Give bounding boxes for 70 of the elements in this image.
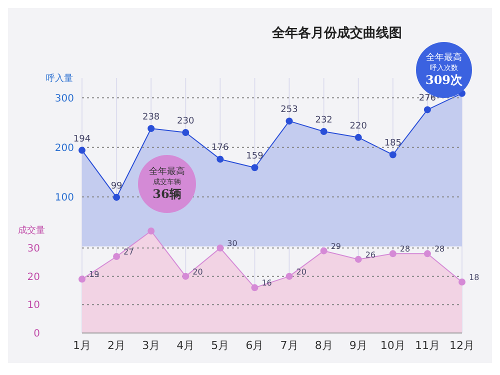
- y2-tick-label: 20: [27, 272, 40, 283]
- chart-title: 全年各月份成交曲线图: [272, 24, 402, 42]
- point: [424, 250, 431, 258]
- x-tick-label: 6月: [246, 338, 264, 352]
- y2-tick-label: 0: [34, 328, 40, 340]
- point: [320, 128, 328, 135]
- x-tick-label: 7月: [280, 338, 298, 352]
- y2-tick-label: 30: [27, 244, 40, 255]
- x-tick-label: 4月: [176, 338, 195, 352]
- data-label: 185: [384, 138, 402, 149]
- data-label: 20: [296, 267, 306, 276]
- point: [182, 128, 190, 136]
- x-tick-label: 10月: [380, 338, 406, 352]
- point: [354, 256, 362, 263]
- data-label: 220: [350, 121, 368, 132]
- x-tick-label: 2月: [108, 338, 126, 352]
- data-label: 238: [142, 112, 160, 123]
- point: [320, 247, 328, 254]
- point: [113, 253, 120, 260]
- data-label: 232: [315, 115, 332, 126]
- y2-axis-title: 成交量: [18, 224, 45, 237]
- data-label: 230: [177, 116, 194, 126]
- x-tick-label: 9月: [349, 338, 368, 352]
- annotation: 309次: [425, 72, 463, 88]
- point: [286, 118, 293, 125]
- x-tick-label: 12月: [450, 338, 474, 352]
- data-label: 99: [110, 181, 123, 192]
- data-label: 18: [469, 273, 480, 282]
- point: [251, 164, 258, 172]
- point: [354, 134, 362, 141]
- point: [389, 250, 396, 258]
- data-label: 253: [280, 105, 298, 116]
- annotation: 36辆: [152, 186, 182, 202]
- point: [424, 106, 431, 114]
- y-tick-label: 300: [54, 93, 74, 104]
- data-label: 194: [73, 134, 91, 144]
- point: [113, 194, 120, 201]
- point: [148, 228, 155, 234]
- y-tick-label: 200: [54, 142, 74, 154]
- data-label: 28: [400, 244, 410, 254]
- data-label: 29: [330, 242, 342, 251]
- data-label: 27: [124, 248, 134, 256]
- x-tick-label: 11月: [414, 338, 440, 352]
- x-tick-label: 8月: [314, 338, 333, 352]
- point: [458, 278, 466, 286]
- y2-tick-label: 10: [27, 300, 40, 312]
- point: [389, 151, 396, 158]
- point: [78, 276, 86, 283]
- point: [78, 146, 86, 154]
- y-tick-label: 100: [54, 192, 74, 204]
- y-axis-title: 呼入量: [46, 72, 73, 85]
- point: [148, 125, 155, 132]
- data-label: 19: [89, 270, 100, 280]
- x-tick-label: 1月: [73, 338, 91, 352]
- point: [216, 244, 224, 252]
- point: [182, 272, 190, 280]
- data-label: 30: [227, 239, 238, 248]
- x-tick-label: 5月: [211, 338, 230, 352]
- annotation: 全年最高: [149, 166, 185, 178]
- data-label: 20: [192, 267, 203, 276]
- x-tick-label: 3月: [142, 338, 160, 352]
- data-label: 26: [365, 250, 376, 260]
- data-label: 176: [212, 143, 230, 154]
- data-label: 159: [246, 152, 264, 162]
- data-label: 16: [262, 278, 272, 288]
- data-label: 28: [434, 244, 445, 254]
- point: [286, 272, 293, 280]
- point: [251, 284, 258, 292]
- point: [216, 156, 224, 163]
- text: 全年最高: [426, 52, 462, 64]
